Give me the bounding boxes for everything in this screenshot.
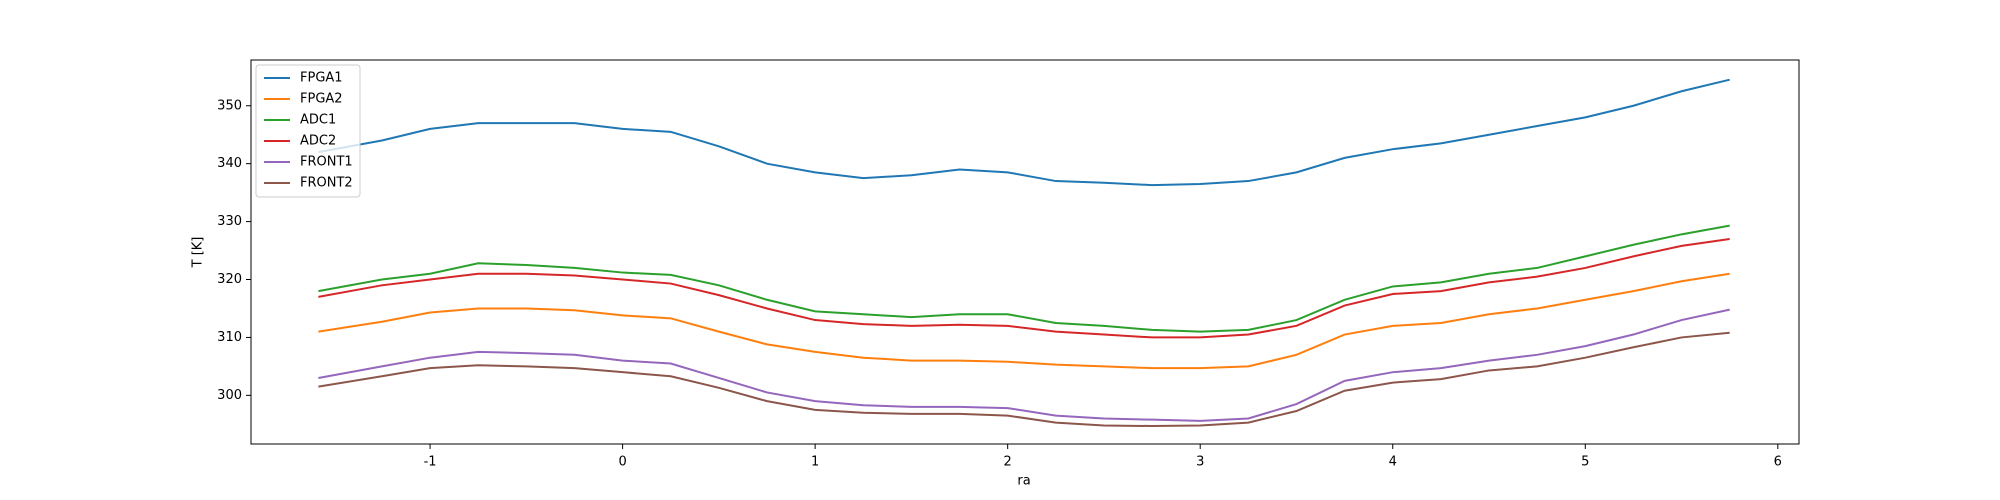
data-line xyxy=(318,224,1730,333)
x-tick-label: 6 xyxy=(1774,455,1782,470)
data-line xyxy=(318,308,1730,422)
legend-label: ADC1 xyxy=(300,113,336,128)
data-line xyxy=(318,237,1730,339)
x-axis-label: ra xyxy=(1017,474,1030,489)
data-line xyxy=(318,331,1730,428)
legend-label: FPGA2 xyxy=(300,92,343,107)
x-tick-label: -1 xyxy=(424,455,437,470)
x-tick-label: 1 xyxy=(811,455,819,470)
x-tick-label: 4 xyxy=(1389,455,1397,470)
legend-label: ADC2 xyxy=(300,134,336,149)
x-tick-label: 3 xyxy=(1196,455,1204,470)
legend-label: FPGA1 xyxy=(300,71,343,86)
y-tick-label: 350 xyxy=(217,98,242,113)
legend-label: FRONT1 xyxy=(300,155,353,170)
data-line xyxy=(318,78,1730,187)
plot-frame xyxy=(250,59,1800,445)
y-tick-label: 320 xyxy=(217,272,242,287)
data-line xyxy=(318,272,1730,370)
y-tick-label: 330 xyxy=(217,214,242,229)
x-tick-label: 5 xyxy=(1581,455,1589,470)
y-tick-label: 310 xyxy=(217,330,242,345)
legend-label: FRONT2 xyxy=(300,176,353,191)
y-tick-label: 300 xyxy=(217,388,242,403)
x-tick-label: 0 xyxy=(618,455,626,470)
y-tick-label: 340 xyxy=(217,156,242,171)
y-axis-label: T [K] xyxy=(191,237,206,269)
x-tick-label: 2 xyxy=(1004,455,1012,470)
